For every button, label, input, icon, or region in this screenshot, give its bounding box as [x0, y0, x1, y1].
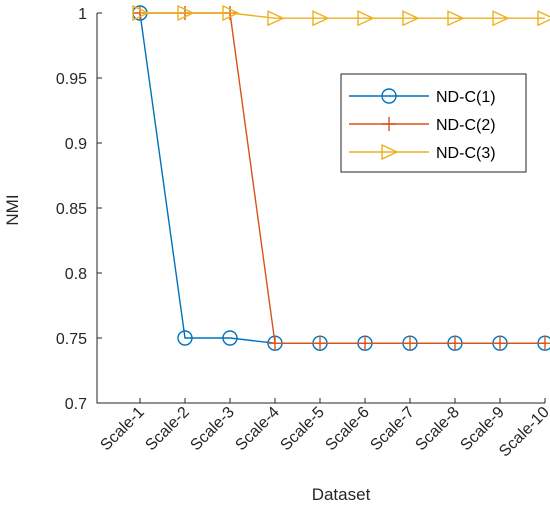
data-point	[537, 10, 550, 27]
data-point	[222, 4, 240, 22]
y-tick-label: 0.95	[56, 71, 87, 88]
x-tick-label: Scale-5	[277, 404, 327, 454]
data-point	[132, 4, 150, 22]
y-tick-label: 0.75	[56, 331, 87, 348]
legend-marker	[381, 143, 399, 161]
x-tick-label: Scale-2	[142, 404, 192, 454]
data-point	[358, 336, 372, 351]
data-point	[447, 10, 465, 27]
x-tick-label: Scale-6	[322, 404, 372, 454]
x-axis-title: Dataset	[312, 485, 371, 504]
legend: ND-C(1) ND-C(2) ND-C(3)	[340, 73, 527, 173]
data-point	[493, 336, 507, 351]
data-point	[402, 10, 420, 27]
data-point	[222, 330, 238, 346]
legend-marker	[382, 117, 396, 131]
y-tick-label: 0.9	[65, 136, 87, 153]
data-point	[177, 4, 195, 22]
series-line	[139, 12, 545, 344]
legend-item: ND-C(2)	[349, 117, 496, 134]
legend-label: ND-C(3)	[436, 145, 496, 162]
data-point	[267, 10, 285, 27]
x-tick-label: Scale-3	[187, 404, 237, 454]
data-point	[268, 336, 282, 351]
data-point	[492, 10, 510, 27]
y-tick-label: 0.7	[65, 396, 87, 413]
series-line	[140, 12, 545, 344]
legend-item: ND-C(3)	[349, 143, 496, 162]
x-tick-label: Scale-4	[232, 404, 282, 454]
series-2	[133, 6, 550, 351]
plot-area	[132, 4, 550, 351]
legend-marker	[381, 88, 397, 104]
x-tick-label: Scale-7	[367, 404, 417, 454]
axes-frame	[96, 13, 545, 404]
legend-box	[340, 73, 527, 173]
data-point	[312, 10, 330, 27]
legend-item: ND-C(1)	[349, 88, 496, 106]
x-tick-label: Scale-8	[412, 404, 462, 454]
y-tick-label: 0.85	[56, 201, 87, 218]
legend-label: ND-C(2)	[436, 117, 496, 134]
series-line	[140, 12, 545, 19]
data-point	[177, 330, 193, 346]
y-tick-label: 0.8	[65, 266, 87, 283]
series-3	[132, 4, 550, 27]
series-1	[132, 5, 550, 351]
data-point	[357, 10, 375, 27]
x-tick-label: Scale-1	[97, 404, 147, 454]
y-tick-label: 1	[78, 6, 87, 23]
legend-label: ND-C(1)	[436, 89, 496, 106]
y-axis-title: NMI	[3, 194, 22, 225]
data-point	[403, 336, 417, 351]
data-point	[448, 336, 462, 351]
data-point	[313, 336, 327, 351]
